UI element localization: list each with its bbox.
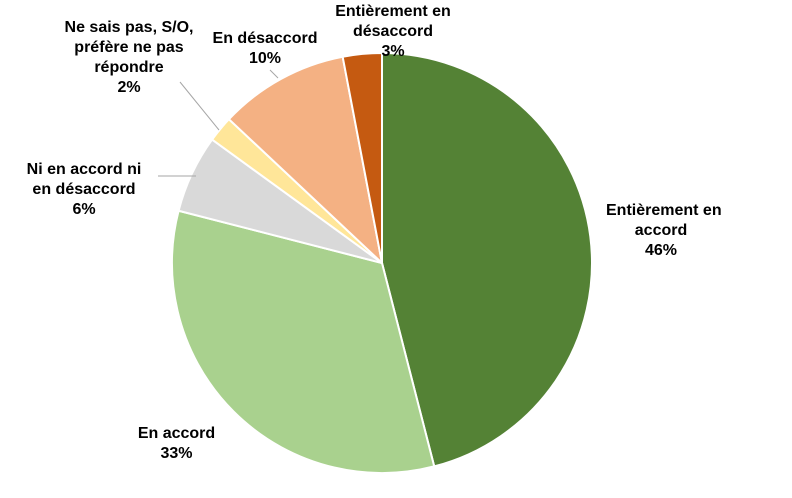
pie-slice-en-accord	[171, 209, 436, 474]
data-label-en-desaccord: En désaccord 10%	[212, 30, 318, 67]
data-label-en-accord: En accord 33%	[137, 425, 216, 462]
pie-slice-en-desaccord	[227, 55, 383, 264]
data-label-ni-accord-ni-desaccord: Ni en accord ni en désaccord 6%	[26, 161, 142, 218]
data-label-entierement-desaccord: Entièrement en désaccord 3%	[335, 3, 451, 60]
leader-line-ne-sais-pas	[179, 81, 220, 131]
data-label-entierement-accord: Entièrement en accord 46%	[606, 202, 722, 259]
data-label-ne-sais-pas: Ne sais pas, S/O, préfère ne pas répondr…	[64, 19, 194, 96]
leader-line-en-desaccord	[269, 69, 279, 79]
pie-slice-entierement-accord	[381, 52, 593, 468]
pie-slice-entierement-desaccord	[341, 52, 383, 264]
